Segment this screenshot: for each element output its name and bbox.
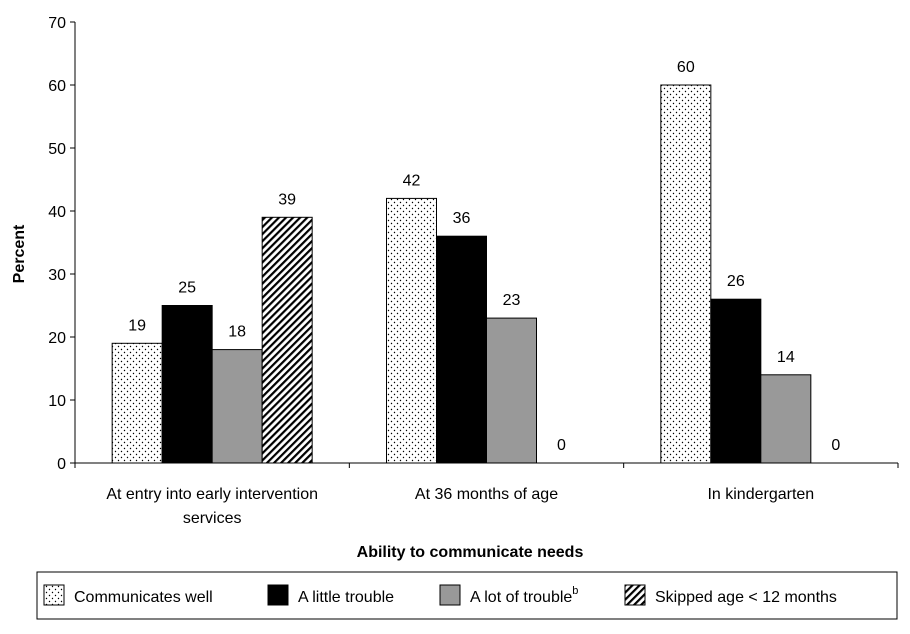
bar-a-little-trouble xyxy=(436,235,487,464)
legend-box xyxy=(36,571,898,620)
bars xyxy=(111,84,812,464)
bar-value-label: 18 xyxy=(228,324,246,341)
legend-label: A lot of troubleb xyxy=(470,585,578,606)
x-axis-title: Ability to communicate needs xyxy=(357,544,584,561)
bar-value-label: 39 xyxy=(278,191,296,208)
axes: 0 10 20 30 40 50 60 70 At entry into early inter… xyxy=(48,15,899,527)
legend-label-superscript: b xyxy=(572,585,578,597)
bar-value-label: 23 xyxy=(503,292,521,309)
y-tick-label: 60 xyxy=(48,78,66,95)
y-axis-title-group: Percent xyxy=(11,224,28,283)
bar-a-lot-of-trouble xyxy=(760,374,812,464)
legend-swatch xyxy=(267,584,289,606)
bar-value-label: 42 xyxy=(403,172,421,189)
x-category-label: services xyxy=(183,510,242,527)
y-tick-label: 40 xyxy=(48,204,66,221)
y-tick-label: 50 xyxy=(48,141,66,158)
y-tick-label: 30 xyxy=(48,267,66,284)
bar-a-little-trouble xyxy=(710,298,762,464)
x-category-label: In kindergarten xyxy=(707,486,814,503)
y-axis-title: Percent xyxy=(11,224,28,283)
bar-value-label: 25 xyxy=(178,280,196,297)
bar-value-label: 19 xyxy=(128,317,146,334)
bar-value-label: 26 xyxy=(727,273,745,290)
legend-label: Skipped age < 12 months xyxy=(655,589,837,606)
legend-swatch xyxy=(439,584,461,606)
legend-swatch xyxy=(43,584,65,606)
bar-labels: 19 25 18 39 42 36 23 0 60 26 14 0 xyxy=(128,59,840,454)
y-tick-label: 70 xyxy=(48,15,66,32)
bar-value-label: 36 xyxy=(453,210,471,227)
bar-a-lot-of-trouble xyxy=(486,317,537,464)
legend-label: Communicates well xyxy=(74,589,213,606)
bar-skipped-age-12-months xyxy=(261,216,313,464)
y-tick-label: 20 xyxy=(48,330,66,347)
bar-a-little-trouble xyxy=(161,305,213,464)
x-category-label: At 36 months of age xyxy=(415,486,558,503)
bar-a-lot-of-trouble xyxy=(211,349,263,464)
bar-communicates-well xyxy=(660,84,712,464)
legend: Communicates well A little trouble A lot o… xyxy=(36,571,898,620)
y-tick-label: 0 xyxy=(57,456,66,473)
bar-communicates-well xyxy=(386,197,437,464)
legend-swatch xyxy=(624,584,646,606)
y-tick-label: 10 xyxy=(48,393,66,410)
bar-value-label: 0 xyxy=(557,437,566,454)
bar-value-label: 60 xyxy=(677,59,695,76)
bar-value-label: 14 xyxy=(777,349,795,366)
legend-label: A little trouble xyxy=(298,589,394,606)
x-category-label: At entry into early intervention xyxy=(106,486,318,503)
bar-value-label: 0 xyxy=(831,437,840,454)
bar-communicates-well xyxy=(111,342,163,464)
